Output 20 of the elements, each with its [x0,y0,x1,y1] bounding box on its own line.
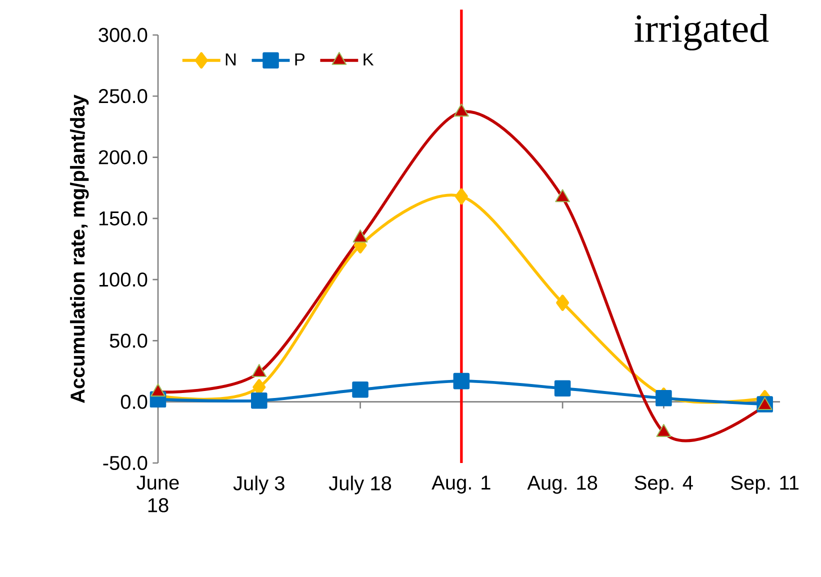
y-tick-label: -50.0 [103,456,148,470]
y-tick-label: 250.0 [98,89,148,104]
y-tick-label: 100.0 [99,272,148,287]
x-tick-label: Aug. 1 [432,476,490,494]
annotation: irrigated [634,14,769,50]
legend-label: N [226,53,236,66]
y-tick-label: 300.0 [98,28,148,42]
y-axis-title: Accumulation rate, mg/plant/day [70,94,89,403]
legend-label: P [295,53,304,66]
x-tick-label: Sep. 11 [731,476,799,494]
y-tick-label: 150.0 [99,211,148,226]
y-tick-label: 200.0 [98,150,148,164]
y-tick-label: 50.0 [110,334,148,348]
x-tick-label: July 3 [233,476,284,494]
x-tick-label: June 18 [136,476,179,512]
x-tick-label: July 18 [328,476,392,494]
x-tick-label: Sep. 4 [634,476,693,494]
x-tick-label: Aug. 18 [527,476,598,494]
legend-label: K [364,53,374,66]
y-tick-label: 0.0 [120,394,148,409]
